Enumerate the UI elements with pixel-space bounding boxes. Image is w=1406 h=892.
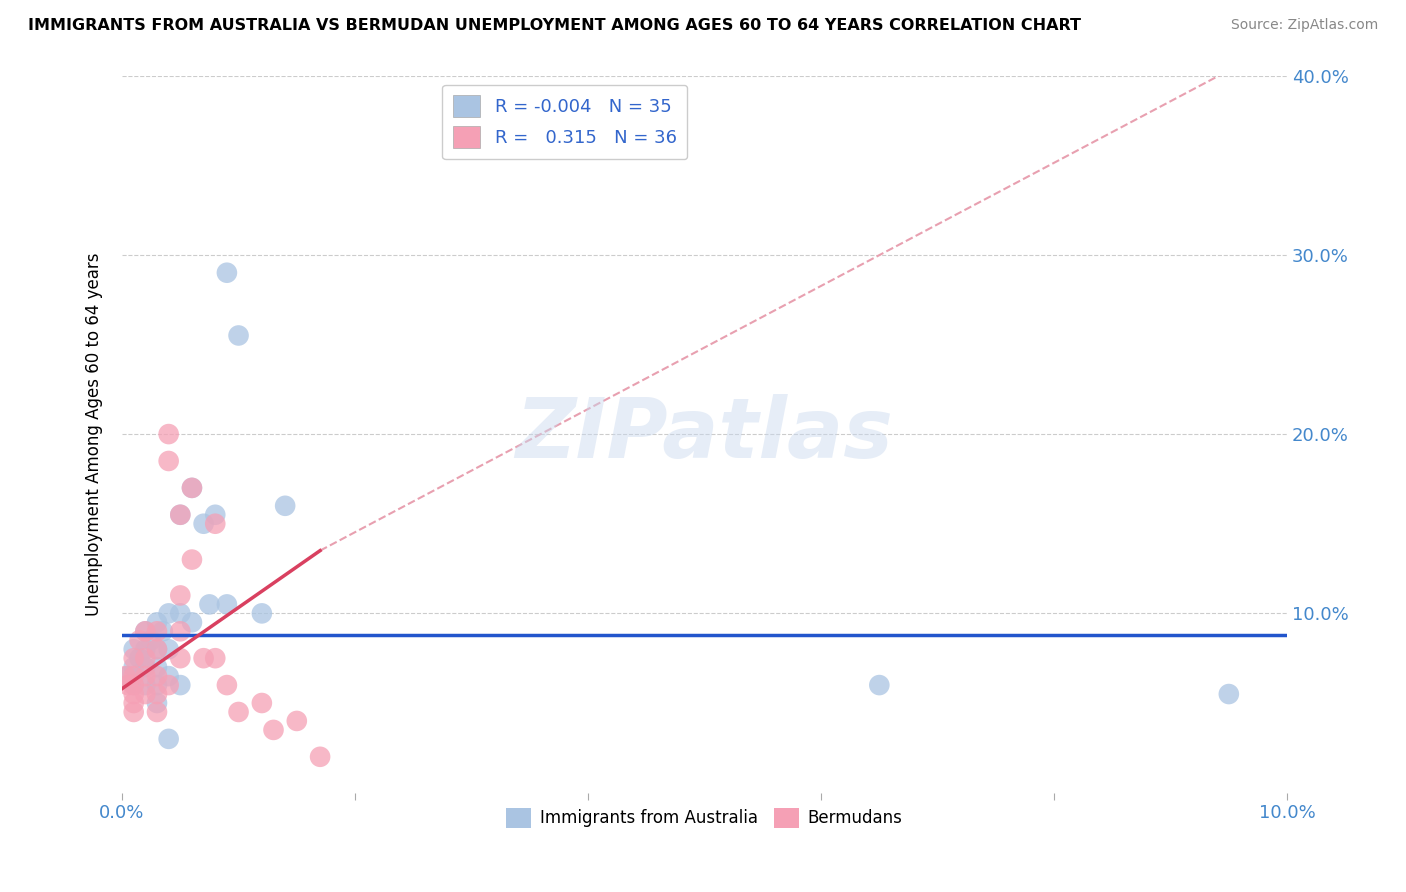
Point (117, 678, 139, 692)
Y-axis label: Unemployment Among Ages 60 to 64 years: Unemployment Among Ages 60 to 64 years (86, 252, 103, 615)
Point (117, 669, 139, 683)
Point (146, 678, 169, 692)
Point (146, 705, 169, 719)
Point (204, 651, 226, 665)
Point (157, 669, 180, 683)
Point (128, 651, 150, 665)
Point (157, 427, 180, 442)
Point (146, 696, 169, 710)
Point (146, 642, 169, 657)
Point (181, 481, 204, 495)
Point (122, 660, 145, 674)
Point (122, 642, 145, 657)
Point (169, 508, 191, 522)
Point (181, 552, 204, 566)
Point (250, 607, 273, 621)
Point (122, 651, 145, 665)
Point (152, 624, 174, 639)
Text: IMMIGRANTS FROM AUSTRALIA VS BERMUDAN UNEMPLOYMENT AMONG AGES 60 TO 64 YEARS COR: IMMIGRANTS FROM AUSTRALIA VS BERMUDAN UN… (28, 18, 1081, 33)
Point (146, 669, 169, 683)
Point (215, 678, 238, 692)
Point (181, 481, 204, 495)
Legend: Immigrants from Australia, Bermudans: Immigrants from Australia, Bermudans (499, 801, 910, 835)
Point (169, 678, 191, 692)
Point (122, 696, 145, 710)
Point (146, 687, 169, 701)
Point (169, 589, 191, 603)
Point (134, 669, 156, 683)
Point (134, 687, 156, 701)
Point (169, 508, 191, 522)
Point (141, 633, 163, 648)
Text: ZIPatlas: ZIPatlas (516, 393, 893, 475)
Point (134, 678, 156, 692)
Point (263, 723, 285, 737)
Point (128, 633, 150, 648)
Point (274, 499, 297, 513)
Point (181, 615, 204, 630)
Point (868, 678, 890, 692)
Point (146, 660, 169, 674)
Point (134, 624, 156, 639)
Point (215, 598, 238, 612)
Point (122, 687, 145, 701)
Point (122, 705, 145, 719)
Point (122, 669, 145, 683)
Point (169, 624, 191, 639)
Point (250, 696, 273, 710)
Point (134, 651, 156, 665)
Point (157, 607, 180, 621)
Text: Source: ZipAtlas.com: Source: ZipAtlas.com (1230, 18, 1378, 32)
Point (134, 642, 156, 657)
Point (157, 642, 180, 657)
Point (193, 651, 215, 665)
Point (285, 714, 308, 728)
Point (134, 624, 156, 639)
Point (204, 508, 226, 522)
Point (228, 328, 250, 343)
Point (169, 607, 191, 621)
Point (146, 615, 169, 630)
Point (228, 705, 250, 719)
Point (157, 731, 180, 746)
Point (134, 660, 156, 674)
Point (204, 516, 226, 531)
Point (309, 749, 332, 764)
Point (169, 651, 191, 665)
Point (193, 516, 215, 531)
Point (114, 669, 136, 683)
Point (157, 454, 180, 468)
Point (122, 678, 145, 692)
Point (146, 642, 169, 657)
Point (157, 678, 180, 692)
Point (122, 678, 145, 692)
Point (198, 598, 221, 612)
Point (215, 266, 238, 280)
Point (1218, 687, 1240, 701)
Point (146, 624, 169, 639)
